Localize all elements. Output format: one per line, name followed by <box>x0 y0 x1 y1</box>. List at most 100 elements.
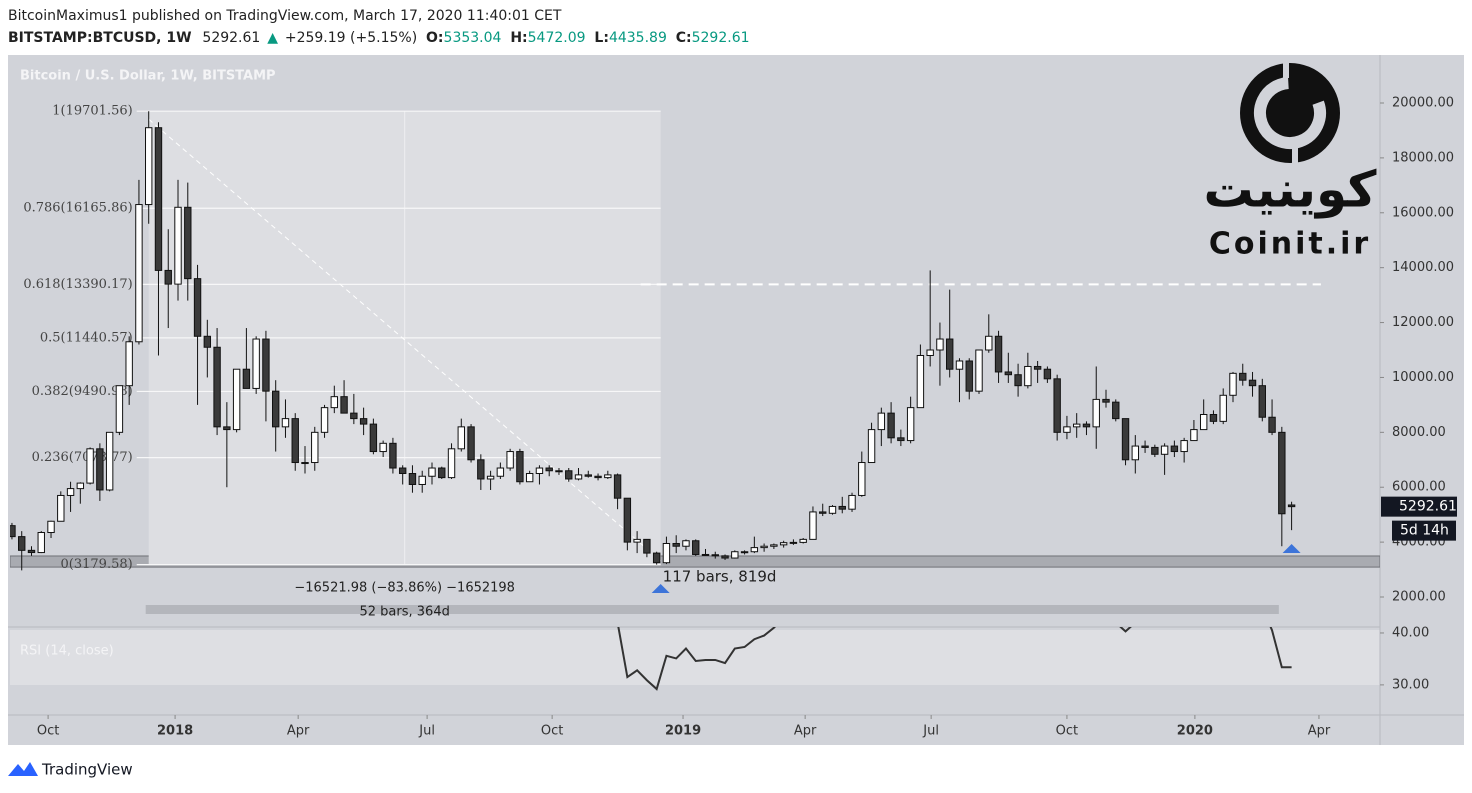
candle-body <box>985 335 993 351</box>
candle-body <box>1033 365 1042 370</box>
candle-body <box>350 412 358 420</box>
candle-body <box>584 474 592 477</box>
candle-body <box>1072 423 1081 428</box>
y-tick-label: 16000.00 <box>1392 205 1454 220</box>
symbol-line: BITSTAMP:BTCUSD, 1W 5292.61 ▲ +259.19 (+… <box>8 30 750 46</box>
close-label: C: <box>676 30 692 46</box>
candle-body <box>213 346 221 428</box>
x-tick-label: Jul <box>922 724 939 739</box>
candle-body <box>731 551 739 559</box>
rsi-tick-label: 30.00 <box>1392 677 1429 692</box>
candle-body <box>672 542 680 547</box>
coinit-logo: کوینیت Coinit.ir <box>1204 60 1377 262</box>
y-tick-label: 20000.00 <box>1392 95 1454 110</box>
candle-body <box>1160 445 1169 455</box>
candle-body <box>281 418 290 428</box>
candle-body <box>1170 445 1179 453</box>
candle-body <box>887 412 895 439</box>
measure-label: −16521.98 (−83.86%) −1652198 <box>294 581 515 596</box>
candle-body <box>760 545 768 549</box>
candle-body <box>115 385 124 433</box>
candle-body <box>506 451 514 469</box>
candle-body <box>1082 423 1091 428</box>
candle-body <box>486 475 495 480</box>
candle-body <box>1004 371 1013 376</box>
y-tick-label: 8000.00 <box>1392 425 1446 440</box>
candle-body <box>652 552 661 564</box>
candle-body <box>858 462 866 496</box>
candle-body <box>1043 368 1052 380</box>
candle-body <box>1268 416 1276 433</box>
candle-body <box>535 467 544 475</box>
candle-body <box>750 547 759 553</box>
candle-body <box>389 442 397 469</box>
candle-body <box>770 544 778 547</box>
candle-body <box>1102 398 1110 403</box>
candle-body <box>66 488 75 496</box>
candle-body <box>477 459 485 480</box>
candle-body <box>1209 413 1218 422</box>
countdown-label: 5d 14h <box>1400 523 1449 539</box>
x-tick-label: Oct <box>541 724 563 739</box>
high-label: H: <box>510 30 527 46</box>
candle-body <box>809 511 817 540</box>
candle-body <box>819 511 827 514</box>
logo-notch <box>1292 148 1298 166</box>
y-tick-label: 2000.00 <box>1392 590 1446 605</box>
rsi-pane <box>617 627 1292 691</box>
candle-body <box>633 538 641 543</box>
x-tick-label: 2018 <box>157 724 193 739</box>
candle-body <box>27 549 36 554</box>
candle-body <box>682 540 690 547</box>
bars-label: 117 bars, 819d <box>663 568 777 586</box>
candle-body <box>525 473 534 483</box>
candle-body <box>418 475 426 485</box>
candle-body <box>1141 445 1149 448</box>
candle-body <box>1151 446 1159 455</box>
candle-body <box>994 335 1003 373</box>
candle-body <box>1258 385 1266 418</box>
candle-body <box>906 407 915 442</box>
candle-body <box>867 429 876 464</box>
candle-body <box>1190 429 1198 442</box>
y-tick-label: 18000.00 <box>1392 150 1454 165</box>
candle-body <box>1121 418 1130 461</box>
last-price-box <box>1381 496 1457 517</box>
plot-layer: 1(19701.56) 0.786(16165.86) 0.618(13390.17… <box>10 95 1457 739</box>
candle-body <box>193 278 202 337</box>
rsi-line <box>617 627 776 691</box>
support-zone <box>10 555 1380 568</box>
candle-body <box>604 474 612 479</box>
candle-body <box>311 431 319 464</box>
fib-trend <box>148 118 661 562</box>
candle-body <box>799 538 807 543</box>
fib-label: 1(19701.56) <box>52 104 132 119</box>
candle-body <box>1239 372 1247 381</box>
candle-body <box>965 360 973 392</box>
chart-title: Bitcoin / U.S. Dollar, 1W, BITSTAMP <box>20 69 276 84</box>
candle-body <box>613 474 622 499</box>
candle-body <box>643 538 651 554</box>
rsi-tick-label: 40.00 <box>1392 625 1429 640</box>
rsi-title: RSI (14, close) <box>20 644 114 659</box>
candle-body <box>398 467 407 475</box>
signal-marker <box>651 584 670 593</box>
candle-body <box>1180 440 1188 453</box>
open-label: O: <box>426 30 444 46</box>
signal-marker <box>1282 544 1301 553</box>
date-range-bar <box>145 605 1279 614</box>
candle-body <box>1053 378 1061 433</box>
rsi-line <box>1119 627 1132 633</box>
candle-body <box>897 437 905 442</box>
symbol: BITSTAMP:BTCUSD, 1W <box>8 30 192 46</box>
x-tick-label: Oct <box>37 724 59 739</box>
candle-body <box>1014 374 1022 387</box>
candle-body <box>252 338 260 389</box>
candle-body <box>946 338 954 370</box>
candle-body <box>1287 504 1296 508</box>
candle-body <box>18 536 26 551</box>
candle-body <box>369 423 378 453</box>
candle-body <box>428 467 436 477</box>
fib-label: 0.236(7078.77) <box>32 450 133 465</box>
candle-body <box>10 525 16 538</box>
